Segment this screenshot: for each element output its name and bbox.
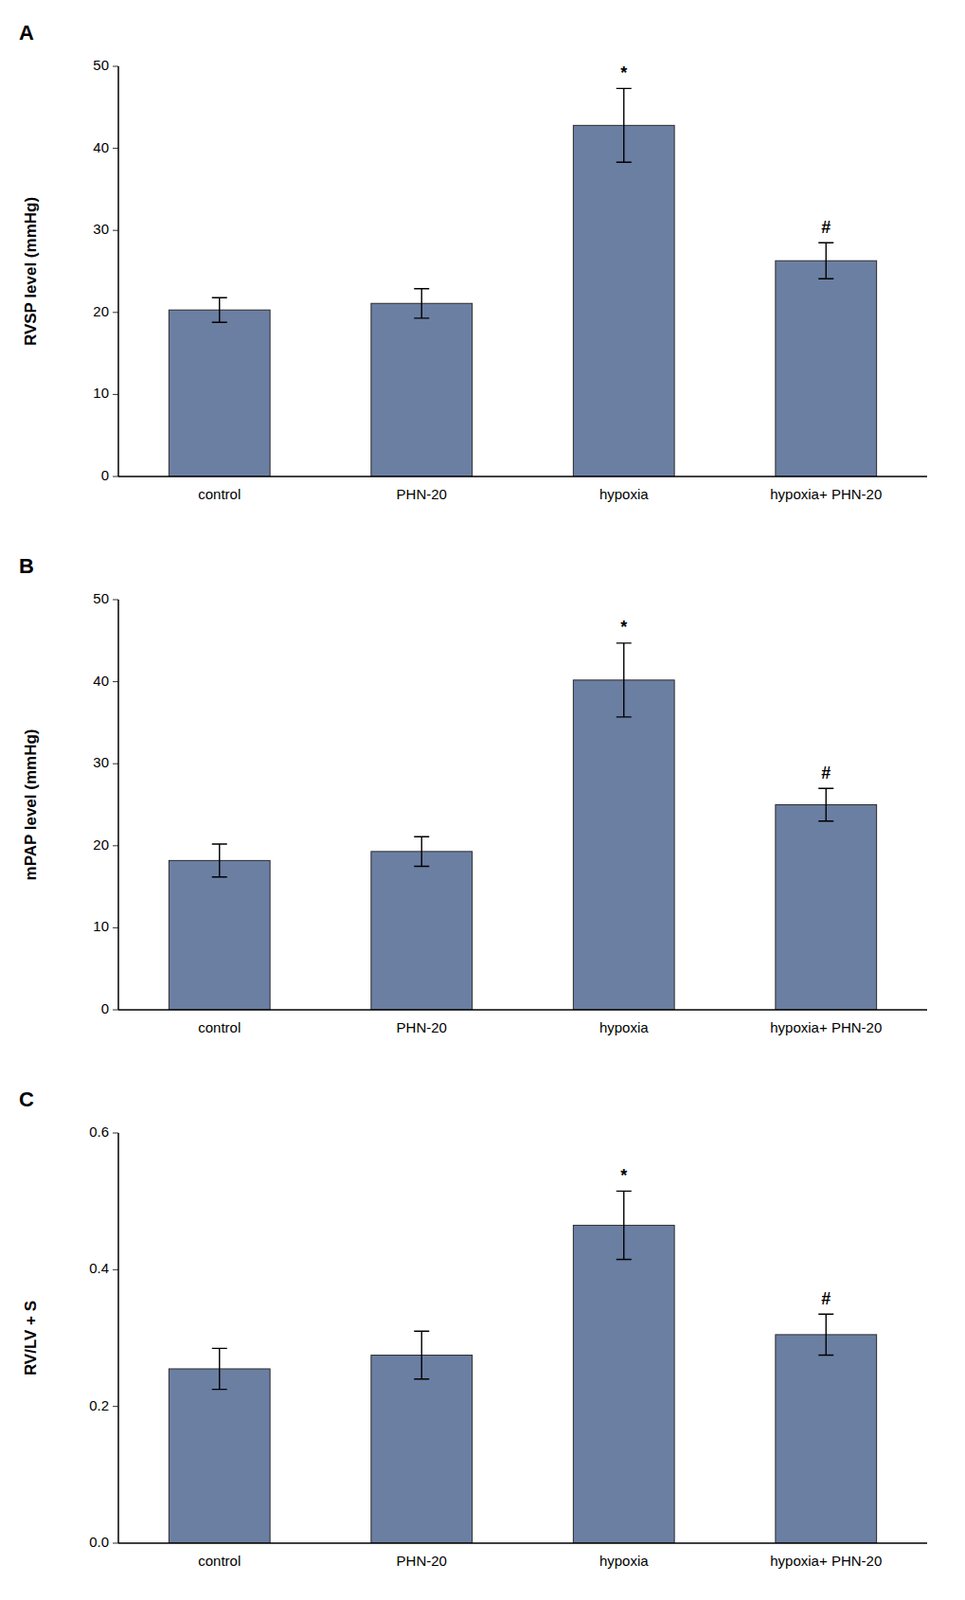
y-tick (112, 147, 119, 149)
bar (775, 260, 877, 477)
y-tick (112, 476, 119, 478)
panel-label: C (18, 1087, 35, 1111)
bar (168, 1368, 270, 1543)
x-tick-label: control (197, 1018, 241, 1036)
x-axis-line (118, 1008, 928, 1011)
panel: C 0.0 0.2 0.4 0.6 RV/LV + S control PHN-20 hypox… (18, 1087, 928, 1569)
error-bar (818, 1313, 834, 1355)
y-tick-label: 50 (92, 589, 109, 607)
x-tick-label: hypoxia (599, 1018, 649, 1036)
y-tick (112, 230, 119, 232)
chart-svg: A 0 10 20 30 40 50 RVSP level (mmHg) control PHN-… (0, 0, 965, 1600)
y-tick (112, 599, 119, 601)
significance-label: * (620, 617, 627, 637)
y-tick-label: 10 (92, 384, 109, 401)
bar (371, 303, 473, 477)
error-bar (616, 1190, 632, 1259)
x-tick-label: control (197, 1552, 241, 1569)
panel: B 0 10 20 30 40 50 mPAP level (mmHg) control PHN-… (18, 553, 928, 1036)
y-axis-line (117, 599, 120, 1010)
y-tick (112, 1405, 119, 1407)
error-bar (212, 1347, 228, 1389)
y-tick (112, 311, 119, 313)
error-bar (413, 836, 429, 866)
x-tick-label: hypoxia+ PHN-20 (769, 1552, 882, 1569)
error-bar (212, 297, 228, 322)
x-tick-label: control (197, 485, 241, 502)
y-tick-label: 0.0 (89, 1533, 109, 1550)
error-bar (413, 1330, 429, 1379)
y-tick-label: 0.2 (89, 1396, 109, 1413)
y-tick (112, 1268, 119, 1270)
y-tick (112, 66, 119, 68)
y-tick (112, 927, 119, 929)
x-tick-label: hypoxia (599, 485, 649, 502)
bar (572, 679, 675, 1010)
y-axis-line (117, 66, 120, 477)
y-tick (112, 763, 119, 765)
x-tick-label: PHN-20 (396, 1018, 447, 1036)
x-tick-label: hypoxia+ PHN-20 (769, 1018, 882, 1036)
significance-label: * (620, 1165, 627, 1185)
x-tick-label: PHN-20 (396, 1552, 447, 1569)
y-tick-label: 20 (92, 836, 109, 853)
y-tick-label: 30 (92, 753, 109, 770)
panel-label: B (18, 553, 35, 578)
y-tick (112, 844, 119, 846)
x-axis-line (118, 475, 928, 478)
y-tick (112, 1009, 119, 1011)
error-bar (818, 242, 834, 279)
bar (572, 1224, 675, 1543)
bar (168, 309, 270, 477)
y-tick (112, 393, 119, 395)
y-axis-line (117, 1132, 120, 1543)
bar (775, 804, 877, 1011)
significance-label: # (821, 217, 831, 237)
bar (572, 125, 675, 477)
plot-area (168, 1190, 876, 1543)
significance-label: * (620, 63, 627, 83)
x-axis-line (118, 1541, 928, 1544)
significance-label: # (821, 763, 831, 783)
y-tick (112, 680, 119, 682)
error-bar (212, 843, 228, 877)
significance-label: # (821, 1288, 831, 1308)
y-axis-label: RVSP level (mmHg) (21, 196, 40, 346)
error-bar (818, 787, 834, 822)
y-axis-label: RV/LV + S (21, 1300, 40, 1376)
chart-container: A 0 10 20 30 40 50 RVSP level (mmHg) control PHN-… (0, 0, 965, 1600)
plot-area (168, 643, 876, 1010)
bar (371, 1355, 473, 1543)
panel: A 0 10 20 30 40 50 RVSP level (mmHg) control PHN-… (18, 20, 928, 502)
bar (775, 1334, 877, 1543)
bar (371, 851, 473, 1010)
y-axis-label: mPAP level (mmHg) (21, 729, 40, 881)
y-tick-label: 30 (92, 220, 109, 237)
y-tick-label: 0 (101, 1000, 109, 1017)
error-bar (413, 288, 429, 319)
y-tick-label: 0 (101, 466, 109, 483)
plot-area (168, 88, 876, 477)
y-tick-label: 0.4 (89, 1259, 109, 1276)
error-bar (616, 88, 632, 162)
bar (168, 859, 270, 1010)
x-tick-label: PHN-20 (396, 485, 447, 502)
y-tick-label: 10 (92, 917, 109, 934)
y-tick-label: 40 (92, 139, 109, 156)
y-tick-label: 0.6 (89, 1123, 109, 1140)
y-tick (112, 1132, 119, 1134)
y-tick-label: 40 (92, 672, 109, 689)
error-bar (616, 643, 632, 717)
y-tick-label: 50 (92, 56, 109, 73)
y-tick (112, 1542, 119, 1544)
y-tick-label: 20 (92, 303, 109, 320)
panel-label: A (18, 20, 35, 45)
x-tick-label: hypoxia+ PHN-20 (769, 485, 882, 502)
x-tick-label: hypoxia (599, 1552, 649, 1569)
